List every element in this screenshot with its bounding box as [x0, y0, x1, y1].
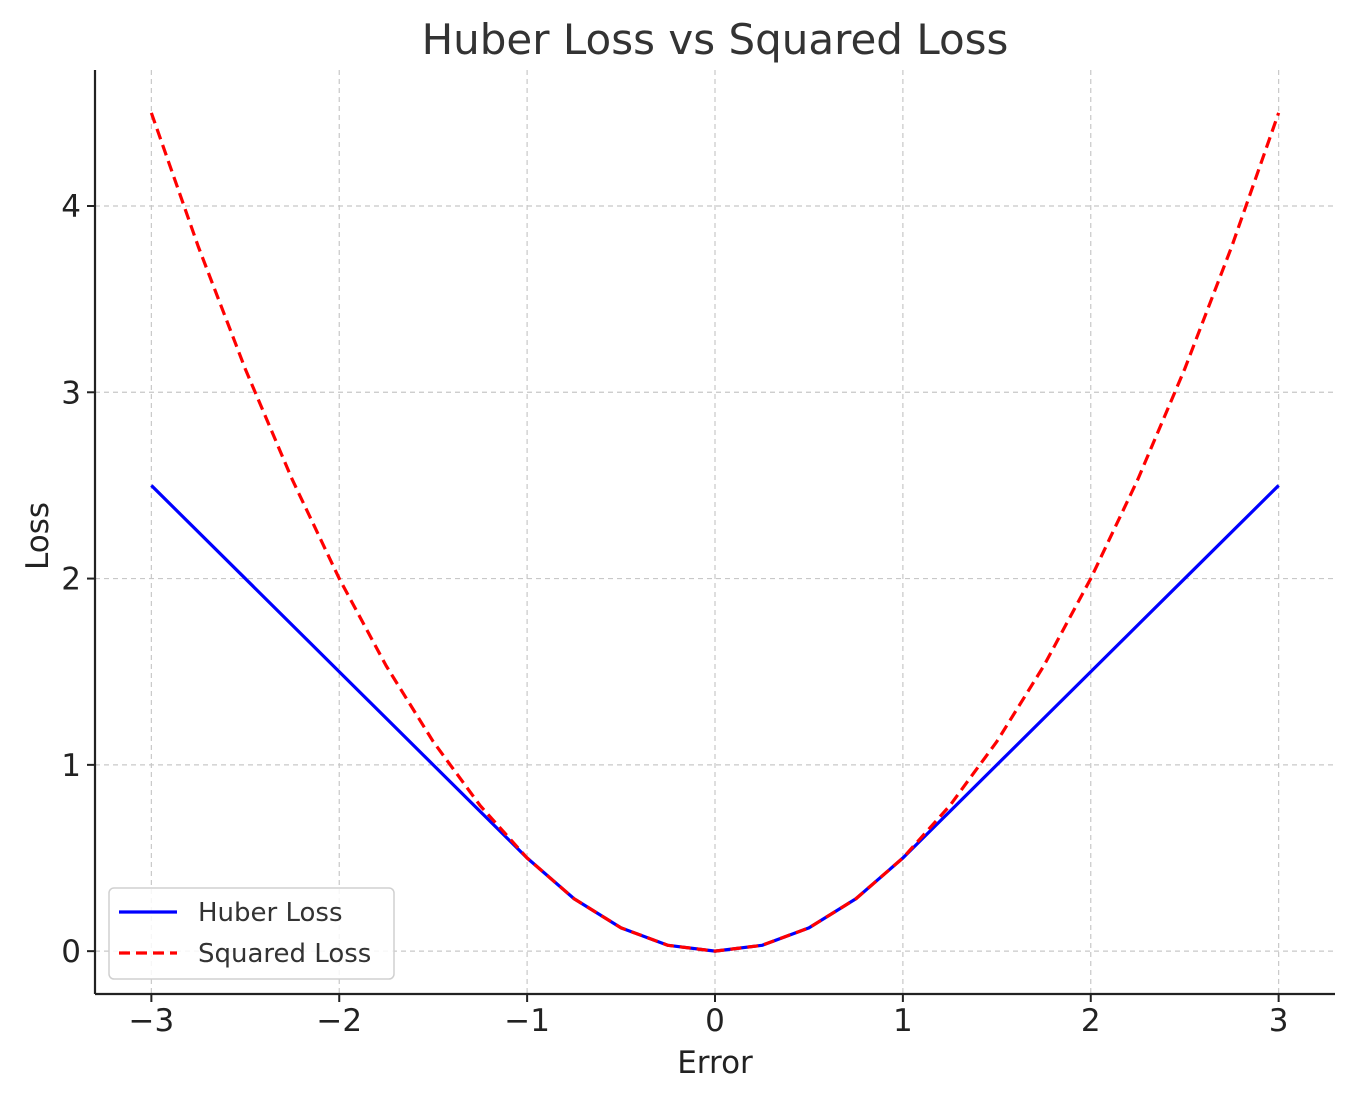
- series-layer: [149, 112, 1281, 953]
- x-tick-label: −2: [316, 1003, 362, 1039]
- y-tick-label: 3: [61, 375, 81, 411]
- series-line-squared-loss: [149, 112, 1281, 953]
- chart-title: Huber Loss vs Squared Loss: [422, 15, 1009, 64]
- grid: [95, 70, 1335, 994]
- y-tick-label: 4: [61, 189, 81, 225]
- x-tick-label: 1: [893, 1003, 913, 1039]
- x-axis-label: Error: [677, 1045, 753, 1081]
- y-tick-label: 1: [61, 748, 81, 784]
- legend-label: Huber Loss: [198, 898, 343, 928]
- x-tick-label: 2: [1081, 1003, 1101, 1039]
- legend-box: [108, 887, 395, 980]
- x-tick-label: 0: [705, 1003, 725, 1039]
- legend: Huber Loss Squared Loss: [108, 887, 395, 980]
- ticks: −3 −2 −1 0 1 2 3 0 1 2 3 4: [61, 189, 1288, 1039]
- y-axis-label: Loss: [20, 502, 56, 570]
- x-tick-label: −1: [504, 1003, 550, 1039]
- y-tick-label: 0: [61, 934, 81, 970]
- x-tick-label: −3: [129, 1003, 175, 1039]
- y-tick-label: 2: [61, 562, 81, 598]
- legend-label: Squared Loss: [198, 939, 371, 969]
- x-tick-label: 3: [1269, 1003, 1289, 1039]
